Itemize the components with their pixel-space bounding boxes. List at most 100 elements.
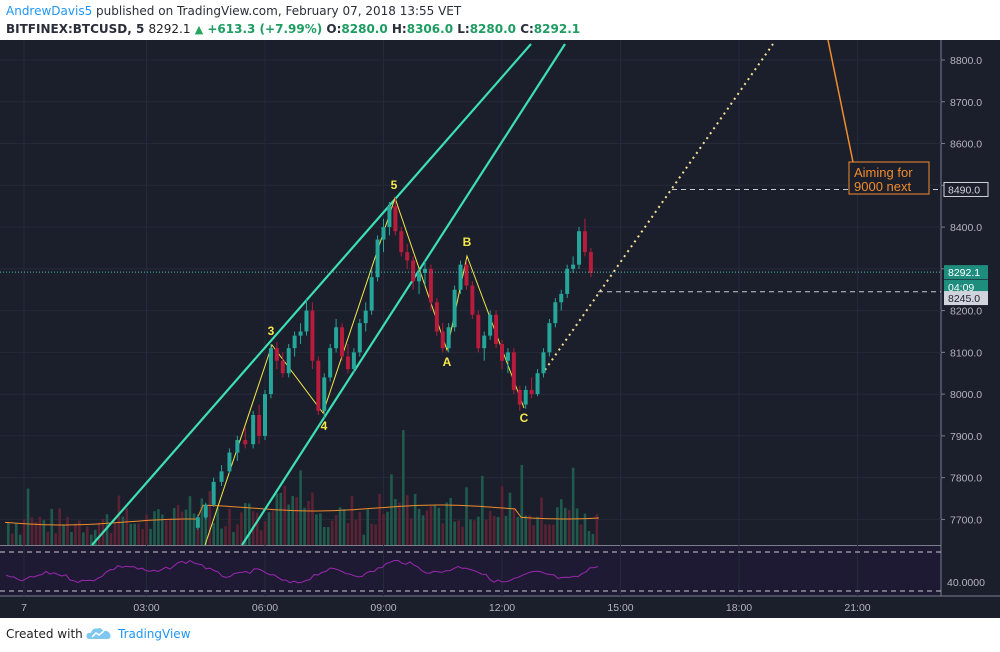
candle-down: [405, 252, 410, 261]
high-value: 8306.0: [406, 22, 454, 36]
volume-bar: [481, 475, 484, 545]
volume-bar: [548, 524, 551, 545]
volume-bar: [259, 530, 263, 545]
volume-bar: [228, 508, 231, 545]
volume-bar: [129, 523, 133, 545]
candle-up: [417, 273, 422, 282]
tradingview-link[interactable]: TradingView: [118, 627, 191, 641]
symbol-name: BITFINEX:BTCUSD, 5: [6, 22, 145, 36]
price-tick-label: 8800.0: [950, 55, 982, 67]
volume-bar: [74, 523, 77, 545]
volume-bar: [326, 527, 330, 545]
volume-bar: [30, 517, 34, 545]
volume-bar: [583, 513, 587, 545]
up-arrow-icon: ▲: [194, 23, 204, 36]
volume-bar: [532, 525, 535, 545]
volume-bar: [224, 526, 227, 545]
rsi-pane[interactable]: [0, 546, 941, 596]
candle-down: [399, 231, 404, 253]
volume-bar: [390, 474, 393, 545]
time-tick-label: 15:00: [607, 602, 633, 614]
moving-average: [4, 504, 600, 526]
candle-up: [577, 231, 582, 265]
candle-down: [243, 440, 248, 445]
candle-up: [357, 323, 362, 353]
candle-up: [482, 335, 487, 349]
volume-bar: [516, 516, 520, 545]
candle-up: [322, 377, 327, 411]
price-tag-countdown: [944, 279, 988, 294]
volume-bar: [567, 509, 571, 545]
volume-bar: [587, 530, 591, 545]
volume-bar: [311, 492, 314, 545]
candle-up: [535, 373, 540, 395]
time-axis[interactable]: [0, 596, 1000, 618]
annotation-box[interactable]: [848, 161, 930, 195]
high-label: H:: [391, 22, 407, 36]
candle-down: [340, 327, 345, 357]
volume-bar: [520, 465, 524, 545]
volume-bar: [315, 514, 318, 545]
volume-bar: [465, 487, 468, 545]
volume-bars: [7, 430, 599, 545]
candle-down: [494, 314, 499, 345]
annotation: Aiming for 9000 next: [827, 39, 930, 195]
wave-labels: 3 4 5 A B C: [268, 178, 529, 433]
volume-bar: [394, 499, 397, 545]
volume-bar: [7, 522, 10, 545]
volume-bar: [212, 522, 215, 545]
candle-up: [571, 264, 576, 269]
volume-bar: [18, 534, 22, 545]
price-chart[interactable]: 3 4 5 A B C Aiming for 9000 next 8800.0 8700.0…: [0, 0, 1000, 618]
candle-down: [470, 285, 475, 315]
volume-bar: [398, 502, 401, 545]
price-tag-text: 8245.0: [948, 293, 980, 305]
volume-bar: [429, 506, 433, 545]
time-tick-label: 03:00: [133, 602, 159, 614]
time-tick-label: 06:00: [252, 602, 278, 614]
author-link[interactable]: AndrewDavis5: [6, 4, 93, 18]
volume-bar: [496, 517, 500, 545]
time-tick-label: 7: [21, 602, 27, 614]
price-axis[interactable]: [941, 40, 1000, 596]
open-value: 8280.0: [341, 22, 388, 36]
volume-bar: [82, 532, 85, 545]
grid-lines: [0, 40, 941, 596]
candle-down: [345, 356, 350, 370]
candle-up: [334, 327, 339, 349]
volume-bar: [473, 520, 476, 545]
candle-down: [582, 231, 587, 253]
candle-up: [263, 394, 267, 436]
candle-up: [363, 310, 368, 324]
time-tick-labels: 7 03:00 06:00 09:00 12:00 15:00 18:00 21:00: [21, 602, 871, 614]
candle-up: [235, 440, 240, 453]
price-tag-text: 04:09: [948, 282, 974, 294]
volume-bar: [66, 516, 69, 545]
volume-bar: [540, 497, 543, 545]
tradingview-cloud-icon[interactable]: [86, 625, 112, 641]
volume-bar: [512, 509, 516, 545]
volume-bar: [113, 523, 117, 545]
candle-up: [304, 310, 309, 332]
volume-bar: [46, 531, 50, 545]
volume-bar: [137, 523, 140, 545]
candle-down: [310, 310, 315, 361]
level-lines: [0, 188, 941, 293]
candle-up: [328, 348, 333, 378]
candle-up: [195, 517, 200, 528]
volume-bar: [58, 508, 61, 545]
candle-down: [257, 415, 262, 436]
volume-bar: [556, 507, 559, 545]
candle-up: [452, 289, 457, 328]
candle-up: [203, 504, 208, 518]
volume-bar: [338, 507, 342, 545]
volume-bar: [477, 516, 480, 545]
wave-label-3: 3: [268, 324, 275, 338]
volume-bar: [161, 514, 164, 545]
volume-bar: [133, 523, 136, 545]
volume-bar: [208, 491, 212, 545]
candle-down: [411, 260, 416, 282]
volume-bar: [172, 508, 176, 545]
volume-bar: [441, 523, 445, 545]
wave-label-5: 5: [391, 178, 398, 192]
